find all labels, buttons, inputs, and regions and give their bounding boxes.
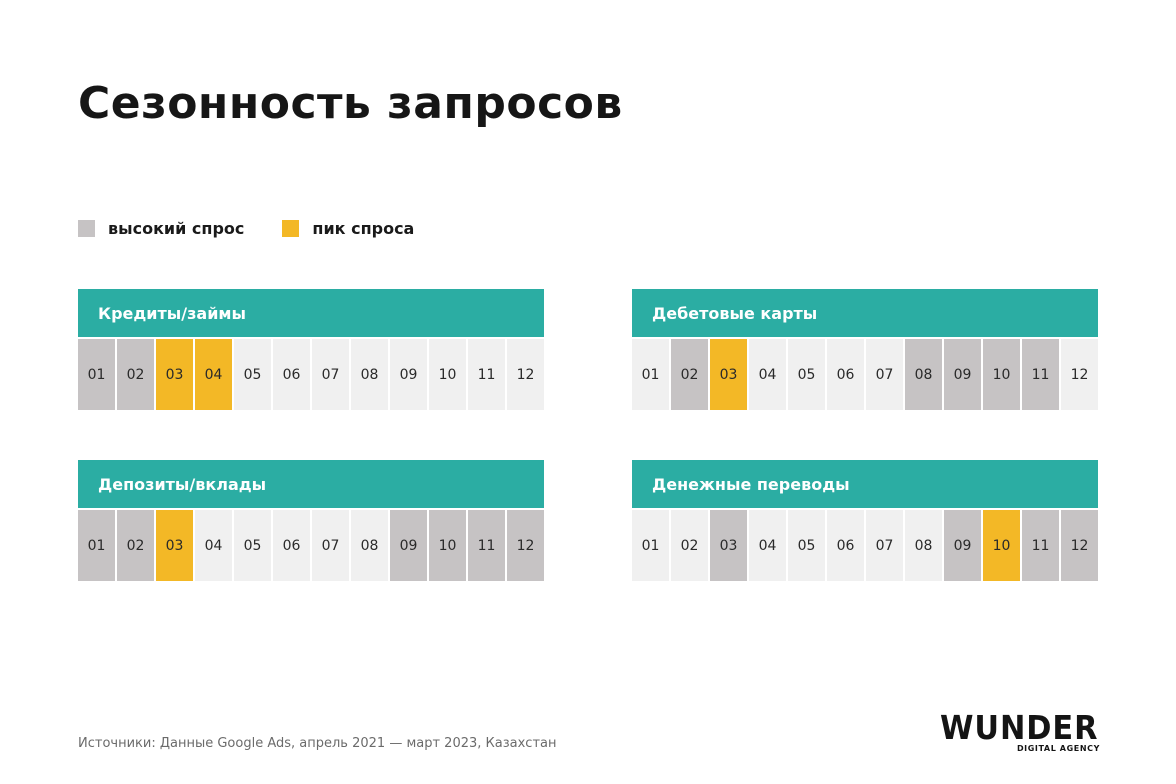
month-cell: 02 (671, 510, 708, 581)
month-cell: 03 (710, 339, 747, 410)
logo-tagline: DIGITAL AGENCY (1016, 744, 1100, 753)
month-cell: 09 (390, 510, 427, 581)
month-cell: 01 (632, 510, 669, 581)
month-cell: 02 (117, 339, 154, 410)
month-cell: 12 (1061, 510, 1098, 581)
month-cell: 09 (944, 339, 981, 410)
month-cell: 07 (312, 339, 349, 410)
month-cell: 12 (507, 339, 544, 410)
month-cell: 01 (78, 510, 115, 581)
legend-item-peak: пик спроса (282, 219, 414, 238)
month-cell: 06 (827, 510, 864, 581)
month-cell: 03 (156, 510, 193, 581)
month-cell: 12 (507, 510, 544, 581)
month-cell: 10 (983, 510, 1020, 581)
month-row: 01 02 03 04 05 06 07 08 09 10 11 12 (78, 510, 544, 581)
month-cell: 06 (827, 339, 864, 410)
month-row: 01 02 03 04 05 06 07 08 09 10 11 12 (632, 339, 1098, 410)
month-cell: 08 (905, 510, 942, 581)
wunder-logo: WUNDER DIGITAL AGENCY (940, 708, 1100, 756)
month-cell: 11 (468, 510, 505, 581)
month-cell: 07 (866, 510, 903, 581)
block-header: Депозиты/вклады (78, 460, 544, 508)
month-cell: 05 (788, 510, 825, 581)
month-cell: 01 (632, 339, 669, 410)
legend-item-high: высокий спрос (78, 219, 244, 238)
month-cell: 03 (156, 339, 193, 410)
month-cell: 04 (195, 510, 232, 581)
month-cell: 08 (351, 339, 388, 410)
month-cell: 11 (468, 339, 505, 410)
month-cell: 07 (312, 510, 349, 581)
legend-swatch-high (78, 220, 95, 237)
block-debit-cards: Дебетовые карты 01 02 03 04 05 06 07 08 09 10 11 12 (632, 289, 1098, 410)
block-deposits: Депозиты/вклады 01 02 03 04 05 06 07 08 09 10 11 12 (78, 460, 544, 581)
month-row: 01 02 03 04 05 06 07 08 09 10 11 12 (632, 510, 1098, 581)
block-credits: Кредиты/займы 01 02 03 04 05 06 07 08 09 10 11 12 (78, 289, 544, 410)
block-header: Кредиты/займы (78, 289, 544, 337)
legend-label-high: высокий спрос (108, 219, 245, 238)
month-cell: 02 (671, 339, 708, 410)
month-cell: 04 (195, 339, 232, 410)
month-cell: 01 (78, 339, 115, 410)
month-cell: 05 (234, 339, 271, 410)
month-cell: 04 (749, 510, 786, 581)
month-cell: 05 (788, 339, 825, 410)
month-cell: 10 (983, 339, 1020, 410)
month-cell: 02 (117, 510, 154, 581)
legend-swatch-peak (282, 220, 300, 237)
month-cell: 10 (429, 339, 466, 410)
month-cell: 04 (749, 339, 786, 410)
month-cell: 07 (866, 339, 903, 410)
legend: высокий спрос пик спроса (78, 219, 452, 238)
page-title: Сезонность запросов (78, 78, 623, 129)
month-row: 01 02 03 04 05 06 07 08 09 10 11 12 (78, 339, 544, 410)
month-cell: 09 (944, 510, 981, 581)
legend-label-peak: пик спроса (312, 219, 415, 238)
month-cell: 11 (1022, 339, 1059, 410)
month-cell: 05 (234, 510, 271, 581)
month-cell: 06 (273, 510, 310, 581)
month-cell: 11 (1022, 510, 1059, 581)
block-money-transfers: Денежные переводы 01 02 03 04 05 06 07 08 09 10 11… (632, 460, 1098, 581)
month-cell: 08 (905, 339, 942, 410)
month-cell: 12 (1061, 339, 1098, 410)
month-cell: 10 (429, 510, 466, 581)
month-cell: 06 (273, 339, 310, 410)
month-cell: 09 (390, 339, 427, 410)
month-cell: 03 (710, 510, 747, 581)
source-note: Источники: Данные Google Ads, апрель 202… (78, 736, 557, 751)
block-header: Дебетовые карты (632, 289, 1098, 337)
logo-wordmark: WUNDER (940, 708, 1099, 747)
month-cell: 08 (351, 510, 388, 581)
block-header: Денежные переводы (632, 460, 1098, 508)
